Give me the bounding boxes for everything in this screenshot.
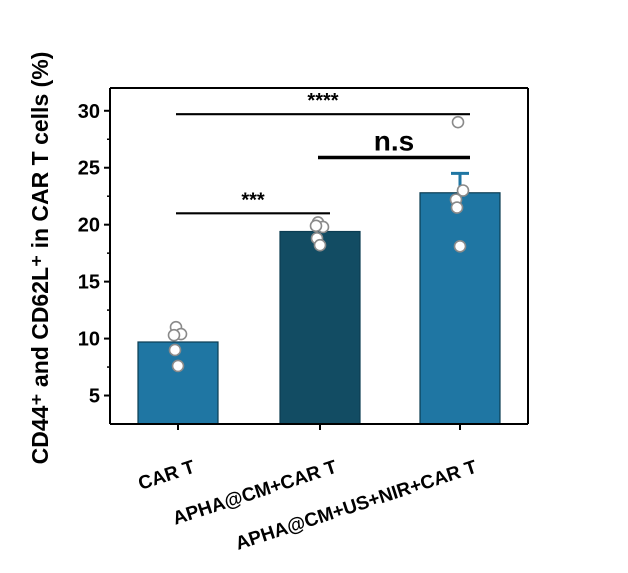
data-point	[450, 201, 464, 214]
x-tick-label: CAR T	[136, 457, 198, 495]
significance-label: ****	[307, 90, 338, 112]
y-tick-label: 5	[89, 386, 100, 408]
x-tick-label: APHA@CM+US+NIR+CAR T	[233, 457, 480, 555]
significance-label: n.s	[374, 125, 414, 156]
significance-label: ***	[241, 189, 265, 211]
data-point	[453, 240, 467, 253]
data-point	[451, 115, 465, 129]
data-point	[167, 328, 181, 342]
y-tick-label: 30	[78, 101, 100, 123]
data-point	[456, 184, 470, 197]
y-tick-label: 20	[78, 215, 100, 237]
bar	[137, 341, 219, 425]
y-tick-label: 25	[78, 158, 100, 180]
y-tick-label: 10	[78, 329, 100, 351]
bar	[279, 230, 361, 425]
data-point	[309, 219, 323, 233]
bar	[419, 192, 501, 425]
data-point	[313, 238, 327, 252]
data-point	[171, 359, 185, 373]
y-axis-label: CD44⁺ and CD62L⁺ in CAR T cells (%)	[27, 52, 53, 465]
data-point	[168, 343, 182, 357]
y-tick-label: 15	[78, 272, 100, 294]
